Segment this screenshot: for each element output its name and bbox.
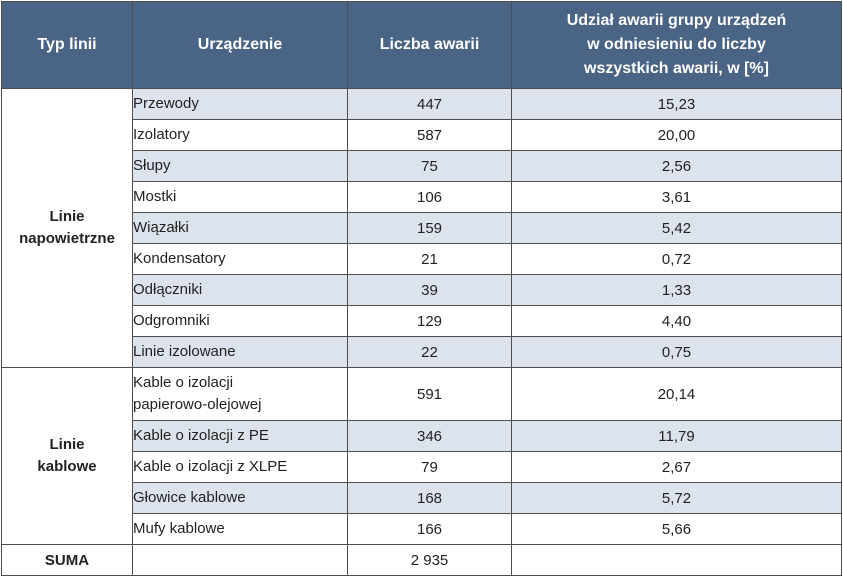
group-label-overhead: Linie napowietrzne (1, 88, 133, 368)
count-cell: 591 (347, 367, 512, 421)
table-row: Linie kablowe Kable o izolacji papierowo… (1, 367, 842, 545)
device-cell: Słupy (132, 150, 348, 182)
table-body: Linie napowietrzne Przewody 447 15,23 Iz… (1, 88, 842, 576)
count-cell: 22 (347, 336, 512, 368)
share-cell: 5,42 (511, 212, 842, 244)
header-line-type: Typ linii (1, 1, 133, 89)
count-cell: 346 (347, 420, 512, 452)
table-row: Słupy 75 2,56 (2, 150, 842, 182)
sum-label: SUMA (1, 544, 133, 576)
header-share-line3: wszystkich awarii, w [%] (584, 60, 769, 77)
table-row: Kable o izolacji z PE 346 11,79 (2, 420, 842, 452)
count-cell: 21 (347, 243, 512, 275)
device-cell: Kondensatory (132, 243, 348, 275)
header-device: Urządzenie (132, 1, 348, 89)
share-cell: 4,40 (511, 305, 842, 337)
count-cell: 75 (347, 150, 512, 182)
device-cell: Głowice kablowe (132, 482, 348, 514)
share-cell: 20,14 (511, 367, 842, 421)
share-cell: 15,23 (511, 88, 842, 120)
group-label-line1: Linie (49, 436, 85, 453)
table-row: Głowice kablowe 168 5,72 (2, 482, 842, 514)
device-line2: papierowo-olejowej (133, 396, 262, 413)
count-cell: 79 (347, 451, 512, 483)
group-label-line1: Linie (49, 208, 85, 225)
share-cell: 0,75 (511, 336, 842, 368)
device-cell: Odłączniki (132, 274, 348, 306)
share-cell: 20,00 (511, 119, 842, 151)
header-share-line1: Udział awarii grupy urządzeń (566, 12, 787, 29)
device-cell: Wiązałki (132, 212, 348, 244)
count-cell: 106 (347, 181, 512, 213)
table-row: Mostki 106 3,61 (2, 181, 842, 213)
count-cell: 159 (347, 212, 512, 244)
table-row: Kondensatory 21 0,72 (2, 243, 842, 275)
header-row: Typ linii Urządzenie Liczba awarii Udzia… (1, 1, 842, 89)
device-cell: Mostki (132, 181, 348, 213)
table-row: Odłączniki 39 1,33 (2, 274, 842, 306)
share-cell: 2,56 (511, 150, 842, 182)
sum-empty-cell (132, 544, 348, 576)
table-row: Odgromniki 129 4,40 (2, 305, 842, 337)
group-label-cable: Linie kablowe (1, 367, 133, 545)
count-cell: 166 (347, 513, 512, 545)
share-cell: 3,61 (511, 181, 842, 213)
table-row: Mufy kablowe 166 5,66 (2, 513, 842, 545)
share-cell: 1,33 (511, 274, 842, 306)
device-cell: Linie izolowane (132, 336, 348, 368)
count-cell: 168 (347, 482, 512, 514)
header-share-line2: w odniesieniu do liczby (587, 36, 766, 53)
table-row: Linie napowietrzne Przewody 447 15,23 (1, 88, 842, 368)
table-row: Wiązałki 159 5,42 (2, 212, 842, 244)
device-cell: Kable o izolacji z PE (132, 420, 348, 452)
table-header: Typ linii Urządzenie Liczba awarii Udzia… (1, 1, 842, 89)
device-cell: Kable o izolacji z XLPE (132, 451, 348, 483)
count-cell: 129 (347, 305, 512, 337)
share-cell: 5,72 (511, 482, 842, 514)
group-label-line2: napowietrzne (19, 230, 115, 247)
share-cell: 0,72 (511, 243, 842, 275)
device-cell: Mufy kablowe (132, 513, 348, 545)
share-cell: 11,79 (511, 420, 842, 452)
group-label-line2: kablowe (37, 458, 97, 475)
device-cell: Izolatory (132, 119, 348, 151)
device-line1: Kable o izolacji (133, 374, 234, 391)
share-cell: 5,66 (511, 513, 842, 545)
count-cell: 447 (347, 88, 512, 120)
share-cell: 2,67 (511, 451, 842, 483)
header-failure-share: Udział awarii grupy urządzeń w odniesien… (511, 1, 842, 89)
device-cell: Odgromniki (132, 305, 348, 337)
header-failure-count: Liczba awarii (347, 1, 512, 89)
sum-row: SUMA 2 935 (1, 544, 842, 576)
sum-empty-share (511, 544, 842, 576)
device-cell: Kable o izolacji papierowo-olejowej (132, 367, 348, 421)
table-row: Izolatory 587 20,00 (2, 119, 842, 151)
count-cell: 39 (347, 274, 512, 306)
device-cell: Przewody (132, 88, 348, 120)
table-row: Linie izolowane 22 0,75 (2, 336, 842, 368)
sum-count: 2 935 (347, 544, 512, 576)
count-cell: 587 (347, 119, 512, 151)
